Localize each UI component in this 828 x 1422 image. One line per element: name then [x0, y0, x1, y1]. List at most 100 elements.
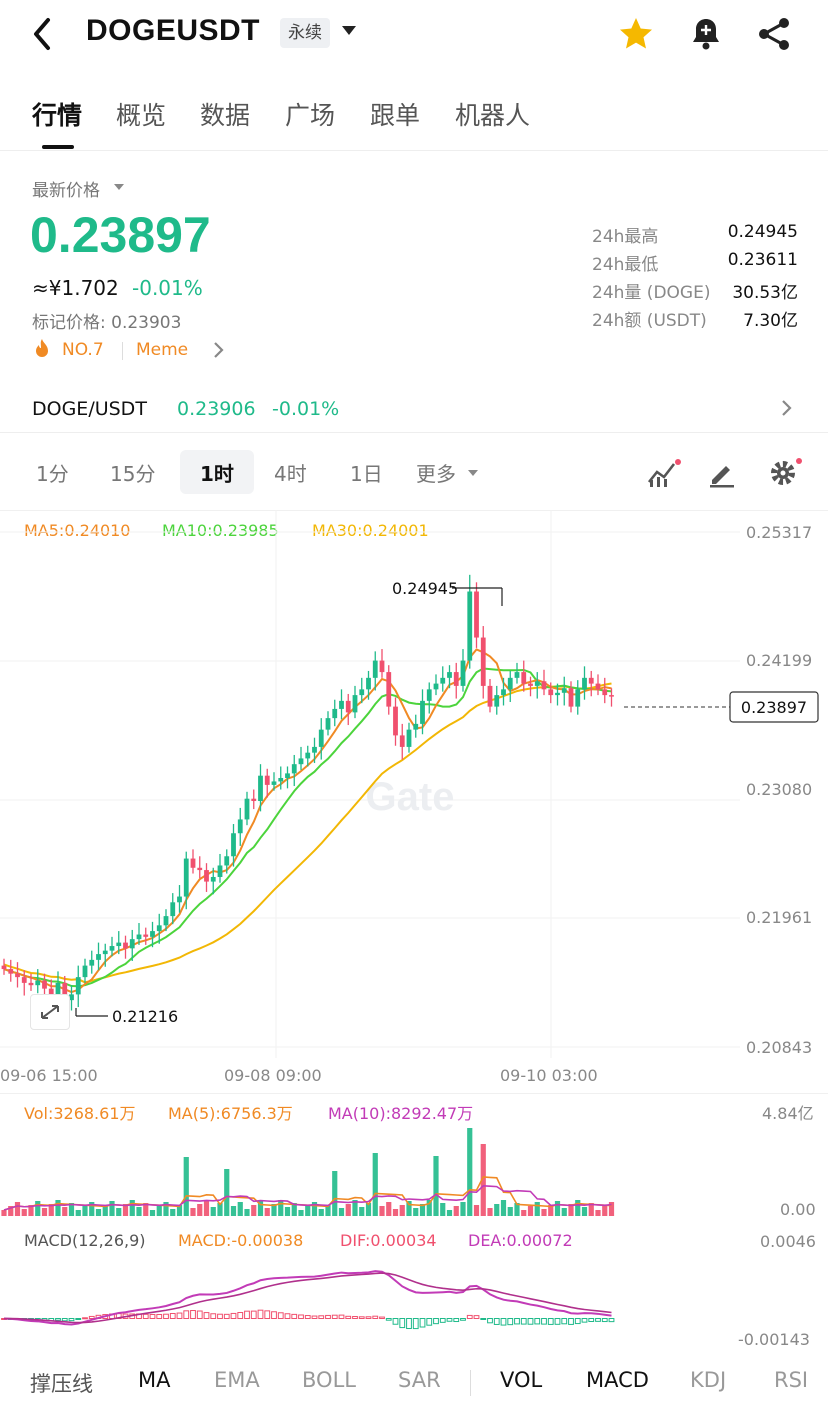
ema-button[interactable]: EMA	[214, 1368, 260, 1392]
macd-bar	[345, 1315, 352, 1320]
macd-bar	[203, 1312, 210, 1319]
support-resistance-button[interactable]: 撑压线	[30, 1372, 93, 1396]
back-arrow-icon[interactable]	[28, 14, 58, 54]
volume-bar	[541, 1209, 547, 1216]
timeframe-1m[interactable]: 1分	[36, 462, 69, 486]
timeframe-1h[interactable]: 1时	[200, 462, 234, 486]
spot-pair: DOGE/USDT	[32, 398, 147, 420]
gate-watermark: Gate	[366, 775, 455, 819]
volume-bar	[224, 1169, 230, 1216]
macd-bar	[217, 1313, 223, 1320]
candle	[28, 982, 34, 986]
mark-price: 标记价格: 0.23903	[32, 313, 182, 333]
macd-bar	[399, 1318, 406, 1329]
macd-bar	[406, 1318, 412, 1330]
candle	[541, 681, 547, 690]
macd-bar	[156, 1313, 163, 1319]
macd-bar	[568, 1318, 574, 1325]
macd-bar	[574, 1318, 581, 1325]
macd-bar	[311, 1315, 318, 1319]
macd-bar	[608, 1318, 615, 1323]
timeframe-4h[interactable]: 4时	[274, 462, 307, 486]
macd-bar	[250, 1310, 257, 1319]
dif-line	[3, 1270, 612, 1326]
more-dropdown-icon[interactable]	[468, 470, 478, 476]
macd-bar	[480, 1318, 487, 1320]
macd-button[interactable]: MACD	[586, 1368, 649, 1392]
tab-market[interactable]: 行情	[32, 101, 83, 130]
volume-bar	[494, 1204, 500, 1216]
tab-square[interactable]: 广场	[285, 101, 336, 130]
price-axis-label: 0.25317	[746, 523, 813, 542]
expand-icon	[41, 1005, 59, 1019]
tab-data[interactable]: 数据	[200, 101, 251, 130]
macd-bar	[500, 1318, 507, 1326]
macd-bar	[379, 1316, 385, 1320]
sar-button[interactable]: SAR	[398, 1368, 441, 1392]
price-alert-bell-icon[interactable]	[686, 14, 726, 54]
candlestick-chart[interactable]: Gate 0.24945 0.21216 0.23897	[0, 510, 828, 1080]
macd-title: MACD(12,26,9)	[24, 1231, 146, 1250]
tab-copy-trading[interactable]: 跟单	[370, 101, 421, 130]
candle	[534, 681, 540, 686]
vol-ma5-legend: MA(5):6756.3万	[168, 1104, 293, 1123]
candle	[595, 683, 601, 690]
tab-overview[interactable]: 概览	[116, 101, 167, 130]
fire-icon	[36, 339, 48, 357]
rsi-button[interactable]: RSI	[774, 1368, 809, 1392]
macd-bar	[433, 1318, 439, 1325]
macd-bar	[183, 1310, 190, 1319]
timeframe-1d[interactable]: 1日	[350, 462, 383, 486]
favorite-star-icon[interactable]	[616, 14, 656, 54]
volume-bar	[278, 1200, 284, 1216]
macd-bar	[325, 1314, 331, 1319]
candle	[433, 683, 439, 690]
spot-pair-row[interactable]: DOGE/USDT 0.23906 -0.01%	[0, 382, 828, 433]
candle	[136, 934, 142, 940]
candle	[561, 688, 567, 693]
chevron-right-icon[interactable]	[210, 340, 226, 360]
candle	[35, 980, 41, 986]
vol-button[interactable]: VOL	[500, 1368, 543, 1392]
candle	[197, 867, 203, 871]
volume-bar	[129, 1200, 135, 1216]
macd-axis-top: 0.0046	[760, 1232, 816, 1251]
draw-pen-icon[interactable]	[706, 458, 738, 490]
timeframe-15m[interactable]: 15分	[110, 462, 156, 486]
pair-dropdown-icon[interactable]	[342, 26, 356, 35]
ma-button[interactable]: MA	[138, 1368, 171, 1392]
tab-bots[interactable]: 机器人	[455, 101, 531, 130]
timeframe-more[interactable]: 更多	[416, 462, 456, 486]
candle	[453, 672, 459, 686]
kdj-button[interactable]: KDJ	[690, 1368, 727, 1392]
candle	[413, 723, 419, 730]
candle	[440, 677, 446, 684]
volume-bar	[264, 1208, 270, 1216]
candle	[339, 700, 344, 709]
share-icon[interactable]	[754, 14, 794, 54]
candle	[420, 700, 425, 724]
candle	[89, 959, 95, 966]
volume-bar	[352, 1200, 358, 1216]
rank-badge[interactable]: NO.7	[62, 340, 104, 360]
candle	[264, 775, 270, 785]
indicator-icon[interactable]	[646, 458, 682, 490]
volume-bar	[514, 1203, 520, 1216]
pair-title[interactable]: DOGEUSDT	[86, 14, 261, 47]
macd-bar	[61, 1318, 68, 1322]
meme-tag[interactable]: Meme	[136, 340, 189, 360]
volume-bar	[561, 1208, 567, 1216]
settings-gear-icon[interactable]	[768, 456, 804, 490]
indicator-bar: 撑压线 MA EMA BOLL SAR VOL MACD KDJ RSI	[0, 1356, 828, 1406]
boll-button[interactable]: BOLL	[302, 1368, 356, 1392]
fullscreen-button[interactable]	[30, 994, 70, 1030]
volume-bar	[379, 1206, 385, 1216]
latest-price-label[interactable]: 最新价格	[32, 181, 100, 201]
candle	[325, 718, 331, 730]
dea-value: DEA:0.00072	[468, 1231, 573, 1250]
volume-bar	[487, 1208, 493, 1216]
macd-bar	[419, 1318, 426, 1328]
candle	[258, 775, 263, 802]
volume-bar	[338, 1208, 345, 1216]
latest-price-dropdown-icon[interactable]	[114, 184, 124, 190]
